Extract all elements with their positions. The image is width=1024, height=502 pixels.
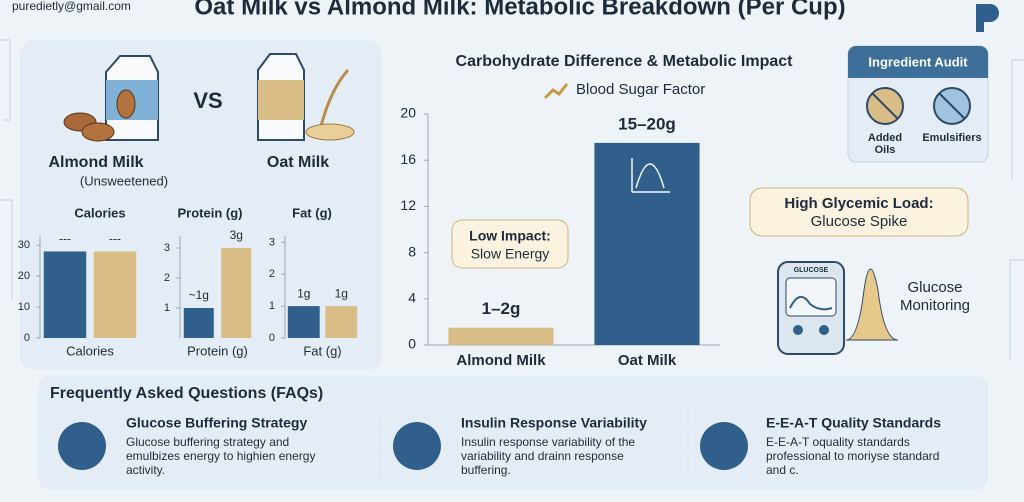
legend-label: Blood Sugar Factor bbox=[576, 81, 705, 98]
glucose-meter bbox=[777, 261, 899, 355]
low-impact-callout bbox=[451, 219, 569, 269]
page-title: Oat Milk vs Almond Milk: Metabolic Break… bbox=[194, 0, 845, 20]
y-tick-label: 1 bbox=[269, 300, 275, 312]
y-tick-label: 1 bbox=[164, 302, 170, 314]
value-label: 15–20g bbox=[618, 114, 676, 133]
y-tick-label: 0 bbox=[24, 332, 30, 344]
monitor-text: Monitoring bbox=[900, 297, 970, 314]
callout-text: Low Impact: bbox=[469, 228, 551, 244]
faq-item-body: emulbizes energy to highien energy bbox=[126, 449, 315, 463]
y-tick-label: 2 bbox=[269, 268, 275, 280]
faq-item-title: Insulin Response Variability bbox=[461, 415, 647, 431]
bar bbox=[287, 306, 320, 338]
audit-title: Ingredient Audit bbox=[868, 54, 968, 69]
faq-item-title: Glucose Buffering Strategy bbox=[126, 415, 307, 431]
callout-text: Glucose Spike bbox=[811, 213, 908, 230]
y-tick-label: 4 bbox=[408, 290, 416, 306]
faq-icons bbox=[58, 422, 748, 470]
chart-title: Calories bbox=[74, 205, 125, 220]
meter-label: GLUCOSE bbox=[794, 267, 829, 274]
y-tick-label: 20 bbox=[400, 105, 416, 121]
bar-icon bbox=[631, 158, 670, 193]
almond-name: Almond Milk bbox=[48, 154, 143, 171]
y-tick-label: 2 bbox=[164, 272, 170, 284]
y-tick-label: 0 bbox=[408, 336, 416, 352]
value-label: ~1g bbox=[189, 288, 209, 302]
x-axis-label: Fat (g) bbox=[303, 343, 341, 358]
y-tick-label: 8 bbox=[408, 243, 416, 259]
bar bbox=[43, 251, 87, 338]
callout-text: Slow Energy bbox=[471, 246, 550, 262]
x-tick-label: Oat Milk bbox=[618, 352, 677, 369]
faq-item-title: E-E-A-T Quality Standards bbox=[766, 415, 941, 431]
y-tick-label: 16 bbox=[400, 151, 416, 167]
audit-item: Emulsifiers bbox=[922, 132, 981, 144]
value-label: 1g bbox=[335, 286, 348, 300]
callout-text: High Glycemic Load: bbox=[784, 195, 933, 212]
audit-header bbox=[848, 46, 988, 78]
bar bbox=[448, 327, 554, 345]
faq-item-body: Insulin response variability of the bbox=[461, 435, 635, 449]
faq-item-body: professional to moriyse standard bbox=[766, 449, 939, 463]
bar bbox=[93, 251, 137, 338]
x-tick-label: Almond Milk bbox=[456, 352, 546, 369]
x-axis-label: Protein (g) bbox=[187, 343, 248, 358]
faq-panel bbox=[38, 376, 988, 490]
y-tick-label: 0 bbox=[269, 332, 275, 344]
faq-item-body: buffering. bbox=[461, 463, 511, 477]
oat-name: Oat Milk bbox=[267, 154, 329, 171]
bar bbox=[594, 142, 700, 345]
vs-label: VS bbox=[193, 88, 222, 113]
audit-item: Added bbox=[868, 132, 902, 144]
legend-icon bbox=[543, 83, 569, 100]
circuit-decoration bbox=[0, 39, 1024, 360]
oat-carton bbox=[257, 53, 355, 141]
almond-note: (Unsweetened) bbox=[80, 173, 168, 188]
high-load-callout bbox=[749, 187, 969, 237]
faq-item-body: variability and drainn response bbox=[461, 449, 624, 463]
faq-item-body: activity. bbox=[126, 463, 165, 477]
almond-carton bbox=[63, 55, 159, 142]
chart-title: Fat (g) bbox=[292, 205, 332, 220]
monitor-text: Glucose bbox=[907, 279, 962, 296]
audit-item: Oils bbox=[875, 144, 896, 156]
chart-title: Protein (g) bbox=[178, 205, 243, 220]
value-label: --- bbox=[109, 232, 121, 246]
x-axis-label: Calories bbox=[66, 343, 114, 358]
audit-icons bbox=[866, 87, 971, 125]
faq-item-body: and c. bbox=[766, 463, 799, 477]
logo bbox=[976, 4, 999, 32]
value-label: --- bbox=[59, 232, 71, 246]
bar bbox=[325, 306, 358, 338]
chart-title: Carbohydrate Difference & Metabolic Impa… bbox=[456, 53, 794, 70]
y-tick-label: 20 bbox=[18, 270, 30, 282]
value-label: 3g bbox=[230, 228, 243, 242]
faq-item-body: E-E-A-T oquality standards bbox=[766, 435, 910, 449]
bar bbox=[183, 308, 214, 338]
bar bbox=[221, 248, 252, 338]
y-tick-label: 12 bbox=[400, 197, 416, 213]
y-tick-label: 3 bbox=[164, 242, 170, 254]
faq-title: Frequently Asked Questions (FAQs) bbox=[50, 385, 323, 402]
faq-item-body: Glucose buffering strategy and bbox=[126, 435, 289, 449]
y-tick-label: 30 bbox=[18, 239, 30, 251]
email: puredietly@gmail.com bbox=[12, 0, 131, 13]
value-label: 1–2g bbox=[482, 299, 521, 318]
y-tick-label: 3 bbox=[269, 236, 275, 248]
value-label: 1g bbox=[297, 286, 310, 300]
y-tick-label: 10 bbox=[18, 301, 30, 313]
